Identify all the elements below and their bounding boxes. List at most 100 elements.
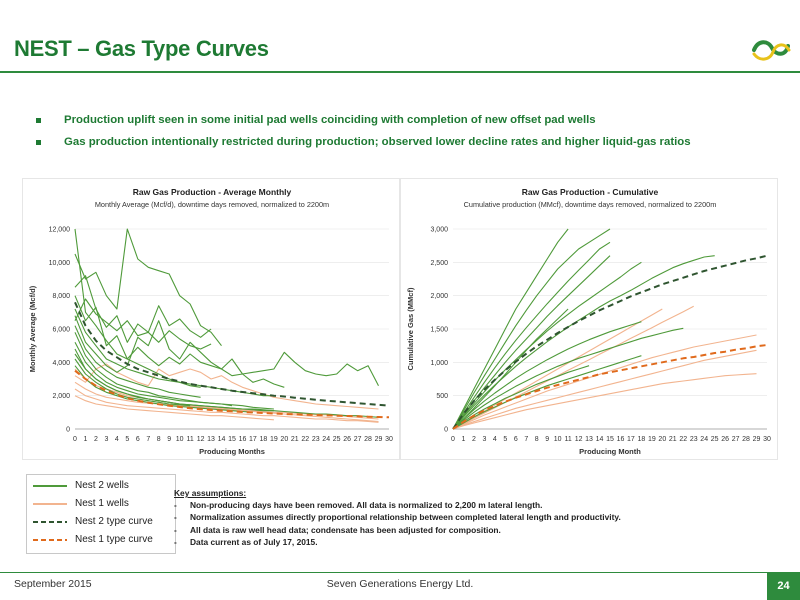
avg-chart-xtick-label: 15	[228, 436, 236, 443]
cum-chart-xtick-label: 0	[451, 436, 455, 443]
cum-chart-xtick-label: 8	[535, 436, 539, 443]
cum-chart-ytick-label: 500	[436, 393, 448, 400]
avg-chart-xtick-label: 23	[312, 436, 320, 443]
legend-label: Nest 2 type curve	[75, 516, 153, 527]
avg-chart-nest2-well-line	[74, 315, 379, 386]
cumulative-chart: Raw Gas Production - Cumulative Cumulativ…	[406, 187, 771, 456]
assumption-item: - Normalization assumes directly proporti…	[174, 512, 621, 523]
avg-chart-xtick-label: 22	[301, 436, 309, 443]
avg-chart-ytick-label: 12,000	[49, 227, 71, 234]
cum-chart-xtick-label: 22	[679, 436, 687, 443]
avg-chart-nest2-well-line	[74, 325, 201, 398]
avg-chart-xtick-label: 13	[207, 436, 215, 443]
avg-chart-y-axis-label: Monthly Average (Mcf/d)	[28, 285, 37, 372]
legend-label: Nest 1 type curve	[75, 534, 153, 545]
cum-chart-nest2-well-line	[452, 365, 590, 430]
avg-chart-nest1-well-line	[74, 388, 379, 423]
cum-chart-xtick-label: 29	[753, 436, 761, 443]
cum-chart-subtitle: Cumulative production (MMcf), downtime d…	[464, 200, 717, 209]
bullet-square-icon	[36, 140, 41, 145]
cum-chart-nest2-well-line	[452, 327, 684, 430]
avg-chart-xtick-label: 14	[218, 436, 226, 443]
cum-chart-xtick-label: 20	[658, 436, 666, 443]
avg-chart-title: Raw Gas Production - Average Monthly	[133, 187, 292, 197]
assumption-item: - All data is raw well head data; condens…	[174, 524, 501, 535]
average-monthly-chart: Raw Gas Production - Average Monthly Mont…	[28, 187, 393, 456]
avg-chart-xtick-label: 12	[197, 436, 205, 443]
cum-chart-xtick-label: 11	[564, 436, 571, 443]
footer-divider	[0, 572, 800, 573]
cum-chart-nest2-well-line	[452, 321, 642, 430]
avg-chart-nest2-well-line	[74, 275, 212, 343]
bullet-item: Gas production intentionally restricted …	[36, 135, 776, 149]
avg-chart-xtick-label: 9	[167, 436, 171, 443]
bullet-list: Production uplift seen in some initial p…	[36, 113, 776, 157]
cum-chart-nest1-well-line	[452, 305, 694, 430]
avg-chart-ytick-label: 6,000	[52, 327, 70, 334]
cum-chart-xtick-label: 2	[472, 436, 476, 443]
cum-chart-xtick-label: 7	[524, 436, 528, 443]
cum-chart-xtick-label: 10	[554, 436, 562, 443]
avg-chart-xtick-label: 28	[364, 436, 372, 443]
cum-chart-xtick-label: 27	[732, 436, 740, 443]
avg-chart-ytick-label: 2,000	[52, 393, 70, 400]
cum-chart-nest1-well-line	[452, 373, 757, 430]
page-number: 24	[767, 573, 800, 600]
assumption-text: Normalization assumes directly proportio…	[190, 512, 621, 523]
cum-chart-xtick-label: 30	[763, 436, 771, 443]
cum-chart-xtick-label: 1	[462, 436, 466, 443]
assumptions-heading: Key assumptions:	[174, 488, 247, 498]
avg-chart-nest2-type-curve	[74, 301, 390, 407]
avg-chart-xtick-label: 5	[125, 436, 129, 443]
cum-chart-xtick-label: 21	[669, 436, 677, 443]
cum-chart-xtick-label: 12	[575, 436, 583, 443]
bullet-text: Production uplift seen in some initial p…	[64, 114, 596, 126]
company-logo-icon	[752, 40, 791, 61]
avg-chart-xtick-label: 10	[176, 436, 184, 443]
footer-date: September 2015	[14, 578, 92, 590]
avg-chart-x-axis-label: Producing Months	[199, 447, 265, 456]
cum-chart-y-axis-label: Cumulative Gas (MMcf)	[406, 287, 415, 370]
avg-chart-nest1-well-line	[74, 395, 274, 421]
avg-chart-xtick-label: 6	[136, 436, 140, 443]
cum-chart-xtick-label: 24	[700, 436, 708, 443]
footer-company: Seven Generations Energy Ltd.	[326, 578, 474, 590]
legend-item-nest2-type-curve: Nest 2 type curve	[33, 516, 153, 527]
avg-chart-xtick-label: 11	[186, 436, 193, 443]
average-monthly-chart-panel: Raw Gas Production - Average Monthly Mont…	[22, 178, 400, 460]
cum-chart-title: Raw Gas Production - Cumulative	[522, 187, 659, 197]
avg-chart-xtick-label: 16	[239, 436, 247, 443]
cum-chart-ytick-label: 0	[444, 427, 448, 434]
legend-swatch	[33, 502, 67, 505]
cum-chart-xtick-label: 28	[742, 436, 750, 443]
cum-chart-nest2-well-line	[452, 228, 611, 430]
avg-chart-xtick-label: 3	[104, 436, 108, 443]
cum-chart-nest2-type-curve	[452, 254, 768, 430]
cum-chart-nest2-well-line	[452, 261, 642, 430]
avg-chart-nest2-well-line	[74, 342, 233, 407]
assumption-item: - Data current as of July 17, 2015.	[174, 536, 318, 547]
avg-chart-nest2-well-line	[74, 365, 253, 413]
legend-swatch	[33, 538, 67, 541]
avg-chart-xtick-label: 7	[146, 436, 150, 443]
avg-chart-xtick-label: 8	[157, 436, 161, 443]
bullet-square-icon	[36, 118, 41, 123]
cum-chart-x-axis-label: Producing Month	[579, 447, 641, 456]
cum-chart-ytick-label: 2,500	[430, 260, 448, 267]
assumption-text: All data is raw well head data; condensa…	[190, 524, 501, 535]
title-divider	[0, 71, 800, 73]
avg-chart-nest2-well-line	[74, 358, 191, 407]
avg-chart-ytick-label: 4,000	[52, 360, 70, 367]
avg-chart-nest1-well-line	[74, 363, 379, 410]
cum-chart-ytick-label: 1,500	[430, 327, 448, 334]
cum-chart-nest2-well-line	[452, 355, 642, 430]
avg-chart-xtick-label: 19	[270, 436, 278, 443]
bullet-text: Gas production intentionally restricted …	[64, 136, 691, 148]
cum-chart-ytick-label: 2,000	[430, 293, 448, 300]
cum-chart-xtick-label: 25	[711, 436, 719, 443]
avg-chart-ytick-label: 0	[66, 427, 70, 434]
avg-chart-nest2-well-line	[74, 295, 285, 388]
avg-chart-nest2-well-line	[74, 228, 222, 347]
avg-chart-nest2-well-line	[74, 332, 274, 410]
avg-chart-nest1-well-line	[74, 381, 379, 423]
